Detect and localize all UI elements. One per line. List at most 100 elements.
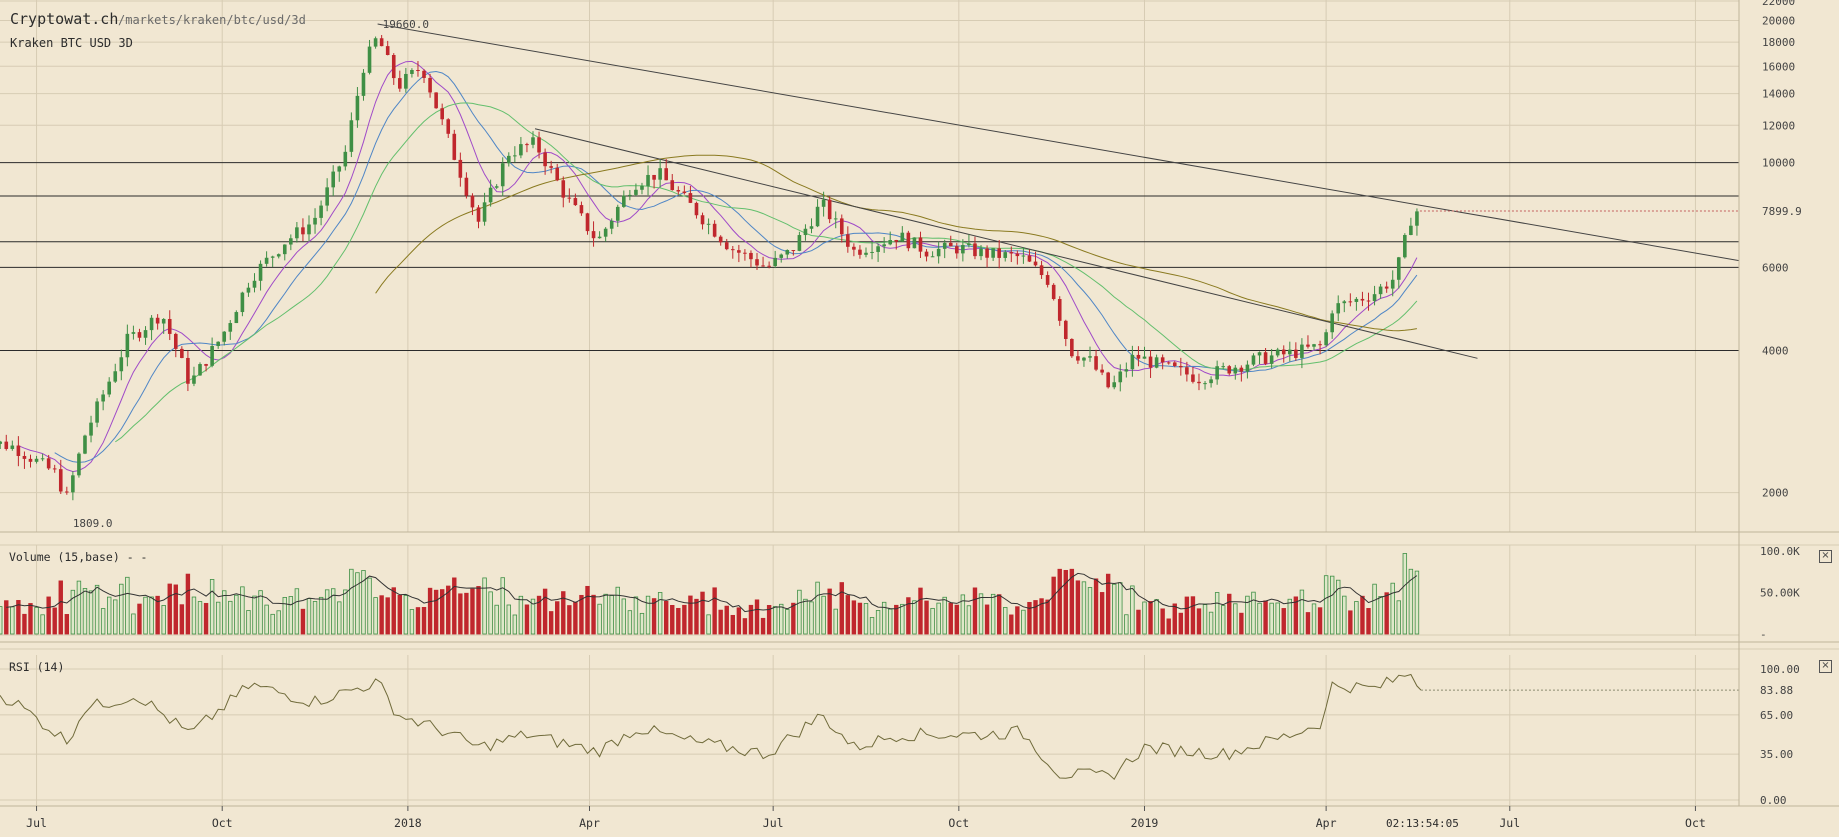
volume-bar — [990, 593, 996, 635]
volume-bar — [1069, 568, 1075, 635]
candle-body — [325, 187, 329, 206]
volume-bar — [1263, 600, 1268, 635]
volume-bar — [924, 600, 929, 635]
candle-body — [585, 213, 590, 232]
candle-body — [149, 317, 154, 331]
volume-bar — [833, 608, 838, 635]
candle-body — [192, 375, 196, 384]
volume-bar — [1372, 583, 1377, 635]
price-tick-label: 7899.9 — [1762, 205, 1802, 218]
candle-body — [16, 445, 21, 457]
candle-body — [652, 174, 656, 180]
volume-bar — [137, 603, 142, 635]
candle-body — [1124, 369, 1129, 372]
candle-body — [180, 348, 184, 358]
volume-bar — [688, 595, 693, 635]
candle-body — [1100, 369, 1104, 373]
candle-body — [930, 256, 935, 258]
volume-bar — [730, 614, 735, 635]
candle-body — [307, 224, 311, 235]
volume-bar — [1323, 575, 1329, 635]
volume-bar — [1045, 599, 1050, 635]
candle-body — [216, 341, 220, 346]
candle-body — [65, 491, 69, 493]
volume-bar — [119, 583, 124, 635]
volume-bar — [427, 587, 433, 635]
moving-average-lines — [18, 60, 1418, 473]
volume-bar — [185, 573, 191, 635]
candle-body — [1154, 357, 1159, 368]
candle-body — [228, 323, 233, 332]
volume-bar — [0, 606, 3, 635]
x-axis-labels: Jul Oct 2018 Apr Jul Oct 2019 Apr Jul Oct — [26, 806, 1706, 830]
candle-body — [1396, 257, 1401, 280]
volume-bar — [772, 606, 778, 635]
ma-green-line — [115, 102, 1418, 443]
candle-body — [295, 227, 299, 239]
candle-body — [1094, 356, 1098, 370]
volume-bar — [766, 605, 772, 635]
candle-body — [385, 46, 390, 56]
volume-bar — [312, 601, 318, 635]
candle-body — [761, 265, 765, 267]
volume-bars — [0, 553, 1420, 635]
x-tick-label: Oct — [212, 816, 233, 830]
volume-bar — [34, 606, 39, 635]
candle-body — [446, 119, 451, 134]
candle-body — [95, 401, 99, 423]
candle-body — [979, 248, 983, 257]
candle-body — [270, 256, 275, 258]
volume-bar — [421, 606, 427, 635]
volume-bar — [82, 588, 88, 635]
candle-body — [688, 193, 693, 203]
candle-body — [955, 246, 959, 254]
volume-bar — [1257, 602, 1262, 635]
rsi-indicator-label[interactable]: RSI (14) — [9, 660, 65, 674]
price-tick-label: 22000 — [1762, 0, 1795, 8]
volume-bar — [942, 596, 947, 635]
volume-bar — [1251, 591, 1256, 635]
volume-bar — [1124, 614, 1129, 635]
candle-body — [1082, 357, 1086, 361]
volume-indicator-label[interactable]: Volume (15,base) - - — [9, 550, 148, 564]
volume-bar — [94, 584, 100, 635]
close-volume-icon[interactable]: × — [1819, 550, 1832, 563]
volume-bar — [1118, 582, 1123, 635]
candle-body — [440, 108, 444, 120]
candle-body — [640, 185, 644, 190]
volume-bar — [518, 595, 524, 635]
volume-bar — [984, 604, 990, 635]
candle-body — [622, 195, 626, 207]
candle-body — [918, 237, 923, 252]
candle-body — [1027, 255, 1032, 262]
close-rsi-icon[interactable]: × — [1819, 660, 1832, 673]
candle-body — [1354, 298, 1359, 302]
volume-bar — [894, 604, 899, 635]
price-tick-label: 18000 — [1762, 36, 1795, 49]
candle-body — [646, 174, 650, 186]
volume-bar — [803, 598, 808, 635]
candle-body — [458, 159, 463, 178]
volume-bar — [1378, 596, 1383, 635]
ma-purple-line — [18, 60, 1418, 473]
candle-body — [676, 190, 681, 192]
volume-bar — [603, 593, 608, 635]
volume-ma-line — [6, 572, 1418, 613]
volume-bar — [827, 588, 832, 635]
candle-body — [131, 332, 136, 334]
rsi-tick-label: 83.88 — [1760, 684, 1793, 697]
candle-body — [1021, 255, 1026, 257]
volume-bar — [1057, 568, 1062, 635]
candle-body — [28, 458, 33, 462]
volume-bar — [1051, 576, 1056, 635]
volume-bar — [288, 596, 294, 635]
candle-body — [803, 228, 808, 236]
candle-body — [40, 458, 45, 460]
volume-bar — [1105, 573, 1111, 635]
candle-body — [1009, 252, 1014, 254]
volume-bar — [906, 597, 911, 635]
site-title[interactable]: Cryptowat.ch — [10, 10, 119, 28]
candle-body — [4, 441, 9, 449]
candle-body — [785, 250, 790, 255]
